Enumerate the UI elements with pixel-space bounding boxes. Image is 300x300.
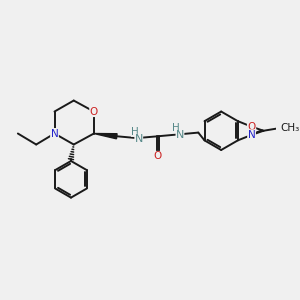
Text: CH₃: CH₃ — [281, 123, 300, 133]
Text: O: O — [248, 122, 256, 132]
Polygon shape — [94, 134, 117, 139]
Text: N: N — [51, 128, 58, 139]
Text: N: N — [248, 130, 255, 140]
Text: H: H — [172, 123, 180, 133]
Text: O: O — [90, 106, 98, 116]
Text: H: H — [131, 127, 139, 137]
Text: N: N — [135, 134, 143, 144]
Text: O: O — [154, 152, 162, 161]
Text: N: N — [176, 130, 184, 140]
